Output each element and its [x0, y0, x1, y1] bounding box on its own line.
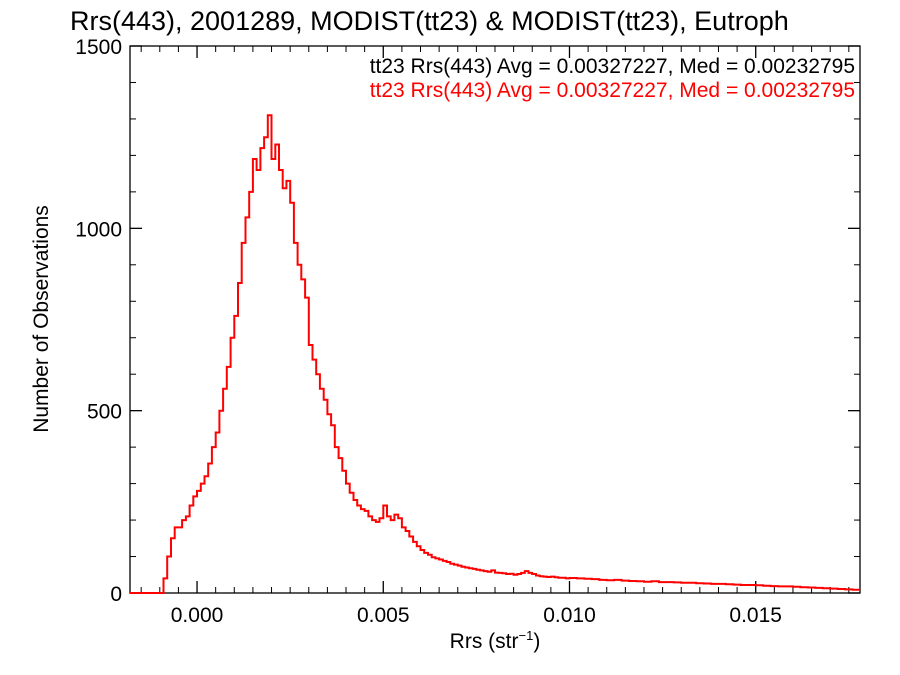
y-tick-label: 1000	[75, 218, 122, 241]
histogram-series-line	[130, 114, 860, 594]
x-tick-label: 0.005	[357, 604, 410, 627]
y-tick-label: 500	[87, 401, 122, 424]
x-tick-labels: 0.000 0.005 0.010 0.015	[171, 604, 782, 627]
x-tick-label: 0.015	[729, 604, 782, 627]
y-axis-label: Number of Observations	[30, 205, 53, 433]
legend-entry-black: tt23 Rrs(443) Avg = 0.00327227, Med = 0.…	[370, 55, 855, 78]
chart-title: Rrs(443), 2001289, MODIST(tt23) & MODIST…	[70, 6, 789, 36]
x-axis-label: Rrs (str−1)	[450, 628, 541, 653]
y-tick-label: 1500	[75, 36, 122, 59]
x-tick-label: 0.010	[543, 604, 596, 627]
y-tick-label: 0	[110, 583, 122, 606]
plot-frame	[129, 45, 861, 594]
x-axis-label-close: )	[533, 630, 540, 653]
legend-entry-red: tt23 Rrs(443) Avg = 0.00327227, Med = 0.…	[370, 79, 855, 102]
y-tick-labels: 0 500 1000 1500	[75, 36, 122, 606]
x-axis-label-superscript: −1	[519, 628, 534, 643]
x-axis-label-base: Rrs (str	[450, 630, 519, 653]
axis-ticks	[130, 45, 860, 594]
x-tick-label: 0.000	[171, 604, 224, 627]
